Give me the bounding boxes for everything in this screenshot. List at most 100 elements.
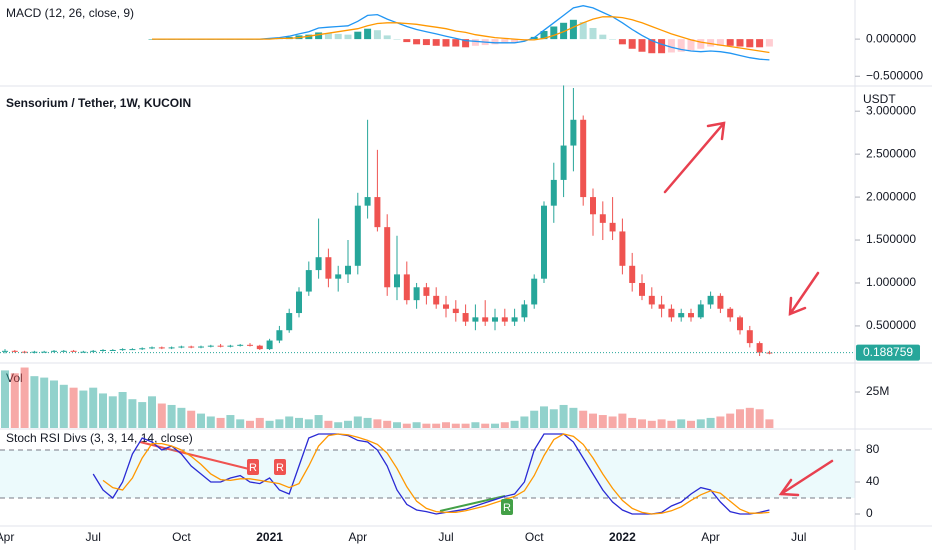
volume-bar [373,419,382,428]
candle-body [550,179,557,206]
histogram-bar [540,30,548,40]
candle-body [394,274,400,288]
candle-body [178,346,185,348]
volume-bar [461,423,470,428]
x-tick-label: Oct [525,530,544,544]
histogram-bar [442,39,450,47]
volume-bar [402,423,411,428]
volume-bar [540,406,548,428]
volume-bar [657,419,666,428]
candle-body [403,274,410,301]
volume-bar [432,423,441,428]
y-tick-label: 0 [866,506,873,520]
volume-bar [226,415,235,428]
volume-bar [628,417,637,428]
volume-bar [618,413,627,428]
histogram-bar [550,26,558,40]
volume-bar [598,415,607,428]
volume-bar [69,387,78,428]
candle-body [511,317,518,322]
x-tick-label: 2021 [256,530,283,544]
y-tick-label: −0.500000 [866,68,923,82]
candle-body [31,351,38,353]
volume-bar [422,423,431,428]
histogram-bar [569,19,577,40]
candle-body [109,349,116,351]
candle-body [756,343,763,353]
histogram-bar [560,22,568,40]
y-tick-label: 3.000000 [866,103,916,117]
histogram-bar [628,39,636,49]
volume-bar [363,417,372,428]
last-price-label: 0.188759 [863,345,913,359]
candle-body [237,344,244,346]
candle-body [541,205,547,279]
volume-bar [765,419,774,428]
candle-body [717,295,724,309]
candle-body [384,227,391,288]
histogram-bar [324,33,332,40]
volume-bar [471,422,480,428]
volume-bar [412,422,421,428]
x-tick-label: Jul [438,530,453,544]
price-unit: USDT [863,92,896,106]
volume-bar [726,413,735,428]
candle-body [325,257,332,279]
histogram-bar [432,39,440,46]
candle-body [609,222,616,232]
volume-bar [608,416,617,428]
volume-bar [148,396,156,428]
volume-bar [696,419,705,428]
volume-bar [118,392,127,428]
candle-body [727,308,734,318]
candle-body [423,287,430,296]
candle-body [688,313,694,318]
candle-body [70,350,77,352]
candle-body [737,317,743,331]
y-tick-label: 1.500000 [866,232,916,246]
volume-bar [589,413,597,428]
volume-bar [177,407,186,428]
candle-body [296,291,302,314]
volume-bar [59,384,68,428]
candle-body [90,350,97,352]
candle-body [766,352,773,354]
histogram-bar [658,39,666,54]
volume-bar [157,403,166,428]
candle-body [256,345,263,350]
candle-body [678,313,685,318]
histogram-bar [452,39,460,47]
x-tick-label: Apr [348,530,367,544]
candle-body [570,119,577,146]
candle-body [521,304,528,318]
histogram-bar [677,39,685,52]
volume-bar [383,420,392,428]
x-tick-label: Jul [86,530,101,544]
volume-bar [255,417,264,428]
candle-body [227,345,234,347]
histogram-bar [501,39,509,44]
volume-bar [324,420,333,428]
histogram-bar [667,39,675,53]
candle-body [247,344,253,346]
volume-bar [265,420,274,428]
candle-body [462,313,469,322]
volume-bar [706,417,715,428]
candle-body [129,349,136,351]
x-tick-label: Apr [701,530,720,544]
candle-body [158,347,165,349]
volume-bar [30,376,39,428]
y-tick-label: 25M [866,384,889,398]
signal-badge [247,459,259,475]
candle-body [207,345,214,347]
signal-label: R [503,502,511,514]
histogram-bar [383,35,391,40]
candle-body [452,308,459,314]
volume-bar [295,417,303,428]
volume-bar [197,413,205,428]
candle-body [266,340,273,350]
histogram-bar [618,39,626,45]
candle-body [658,304,665,309]
histogram-bar [648,39,656,54]
candle-body [413,287,420,301]
